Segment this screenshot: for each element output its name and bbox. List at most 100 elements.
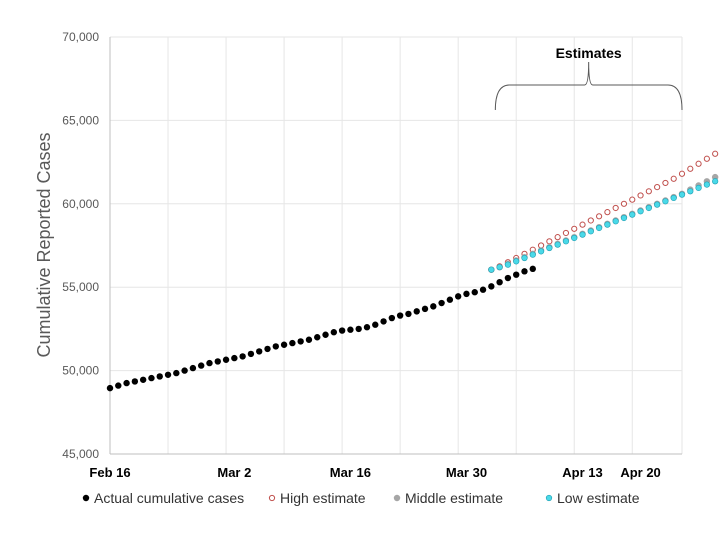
low-estimate-point (546, 244, 553, 252)
high-estimate-point (637, 192, 644, 199)
low-estimate-point (496, 264, 503, 271)
series-points (106, 150, 719, 392)
high-estimate-point (546, 238, 553, 245)
actual-cumulative-cases-point (247, 350, 255, 358)
y-tick-label: 60,000 (62, 197, 99, 211)
legend-marker-middle-estimate (393, 494, 401, 502)
actual-cumulative-cases-point (206, 359, 213, 367)
actual-cumulative-cases-point (513, 271, 520, 278)
legend-marker-low-estimate (545, 494, 553, 502)
low-estimate-point (612, 218, 619, 225)
legend-label-actual-cumulative-cases: Actual cumulative cases (94, 490, 244, 506)
x-tick-label: Mar 30 (446, 465, 487, 480)
legend-label-middle-estimate: Middle estimate (405, 490, 503, 506)
actual-cumulative-cases-point (197, 362, 205, 369)
actual-cumulative-cases-point (256, 348, 263, 355)
low-estimate-point (504, 261, 512, 268)
estimates-brace (494, 61, 683, 111)
actual-cumulative-cases-point (396, 312, 404, 319)
low-estimate-point (521, 254, 528, 262)
actual-cumulative-cases-point (289, 339, 296, 347)
actual-cumulative-cases-point (438, 299, 445, 307)
y-tick-label: 65,000 (62, 113, 99, 127)
actual-cumulative-cases-point (272, 343, 279, 350)
actual-cumulative-cases-point (164, 371, 172, 378)
actual-cumulative-cases-point (123, 379, 130, 387)
actual-cumulative-cases-point (471, 289, 478, 296)
low-estimate-point (629, 211, 636, 218)
estimates-label: Estimates (556, 45, 622, 61)
low-estimate-point (587, 228, 594, 235)
high-estimate-point (596, 213, 603, 220)
high-estimate-point (687, 165, 694, 172)
high-estimate-point (712, 150, 719, 157)
actual-cumulative-cases-point (521, 268, 528, 275)
actual-cumulative-cases-point (488, 283, 495, 290)
high-estimate-point (620, 200, 628, 207)
high-estimate-point (678, 170, 686, 177)
actual-cumulative-cases-point (446, 296, 454, 303)
high-estimate-point (670, 175, 677, 182)
high-estimate-point (662, 179, 669, 187)
y-tick-label: 45,000 (62, 447, 99, 461)
actual-cumulative-cases-point (297, 338, 304, 345)
high-estimate-point (654, 184, 661, 191)
legend-marker-actual-cumulative-cases (82, 494, 90, 502)
actual-cumulative-cases-point (139, 376, 147, 383)
actual-cumulative-cases-point (115, 382, 122, 389)
y-axis-label: Cumulative Reported Cases (34, 132, 54, 357)
low-estimate-point (513, 258, 520, 265)
actual-cumulative-cases-point (322, 331, 329, 338)
actual-cumulative-cases-point (280, 341, 288, 348)
actual-cumulative-cases-point (314, 334, 321, 341)
low-estimate-point (687, 188, 694, 195)
high-estimate-point (554, 234, 561, 241)
low-estimate-point (537, 248, 545, 255)
y-tick-label: 55,000 (62, 280, 99, 294)
actual-cumulative-cases-point (181, 367, 188, 374)
estimates-annotation: Estimates (494, 45, 683, 111)
x-tick-label: Apr 13 (562, 465, 602, 480)
actual-cumulative-cases-point (496, 278, 503, 286)
actual-cumulative-cases-point (305, 336, 313, 343)
actual-cumulative-cases-point (372, 321, 379, 328)
low-estimate-point (695, 184, 702, 192)
actual-cumulative-cases-point (214, 358, 221, 365)
legend-label-low-estimate: Low estimate (557, 490, 640, 506)
high-estimate-point (604, 209, 611, 216)
actual-cumulative-cases-point (189, 364, 197, 372)
low-estimate-point (579, 231, 586, 238)
low-estimate-point (678, 191, 686, 198)
x-tick-label: Mar 16 (330, 465, 371, 480)
actual-cumulative-cases-point (363, 324, 371, 331)
high-estimate-point (703, 155, 710, 162)
high-estimate-point (612, 204, 619, 212)
low-estimate-point (562, 238, 570, 245)
actual-cumulative-cases-point (529, 265, 536, 273)
actual-cumulative-cases-point (231, 354, 238, 362)
gridlines (109, 36, 683, 455)
low-estimate-point (645, 204, 652, 212)
low-estimate-point (554, 241, 561, 248)
actual-cumulative-cases-point (106, 384, 114, 392)
actual-cumulative-cases-point (239, 353, 246, 360)
y-tick-label: 70,000 (62, 30, 99, 44)
low-estimate-point (712, 178, 719, 185)
actual-cumulative-cases-point (504, 274, 512, 282)
actual-cumulative-cases-point (479, 286, 487, 293)
actual-cumulative-cases-point (463, 290, 470, 298)
actual-cumulative-cases-point (264, 345, 271, 353)
legend: Actual cumulative cases High estimate Midd… (82, 490, 640, 506)
actual-cumulative-cases-point (380, 318, 387, 325)
actual-cumulative-cases-point (421, 305, 429, 313)
low-estimate-point (654, 201, 661, 208)
y-tick-label: 50,000 (62, 364, 99, 378)
high-estimate-point (587, 217, 594, 224)
actual-cumulative-cases-point (330, 329, 338, 336)
low-estimate-point (670, 194, 677, 202)
low-estimate-point (662, 198, 669, 205)
actual-cumulative-cases-point (131, 378, 139, 385)
high-estimate-point (562, 229, 570, 237)
low-estimate-point (571, 234, 578, 242)
